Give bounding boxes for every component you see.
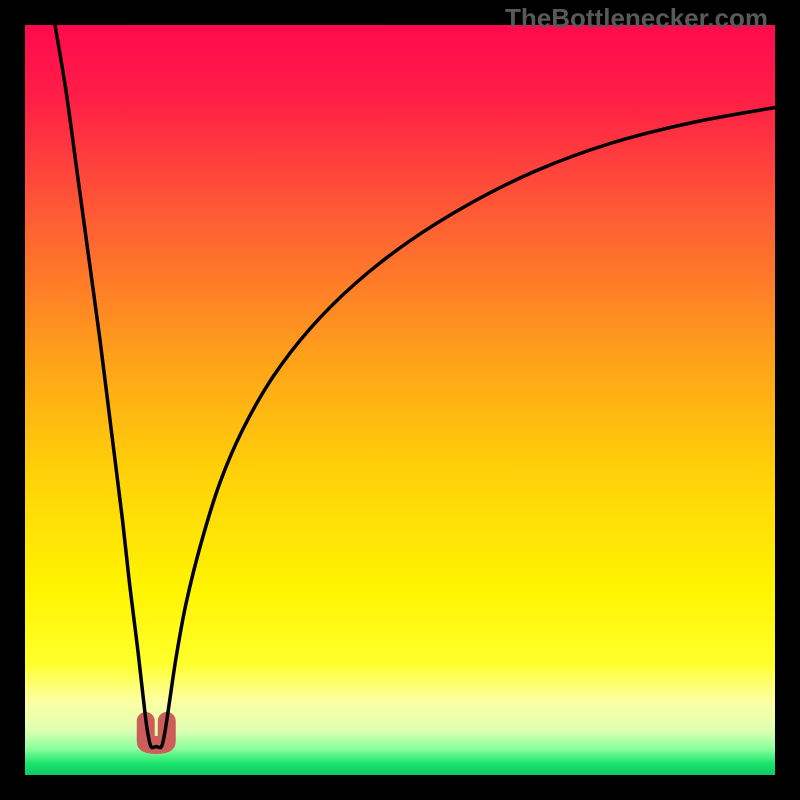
chart-container: TheBottlenecker.com xyxy=(0,0,800,800)
bottleneck-chart xyxy=(0,0,800,800)
